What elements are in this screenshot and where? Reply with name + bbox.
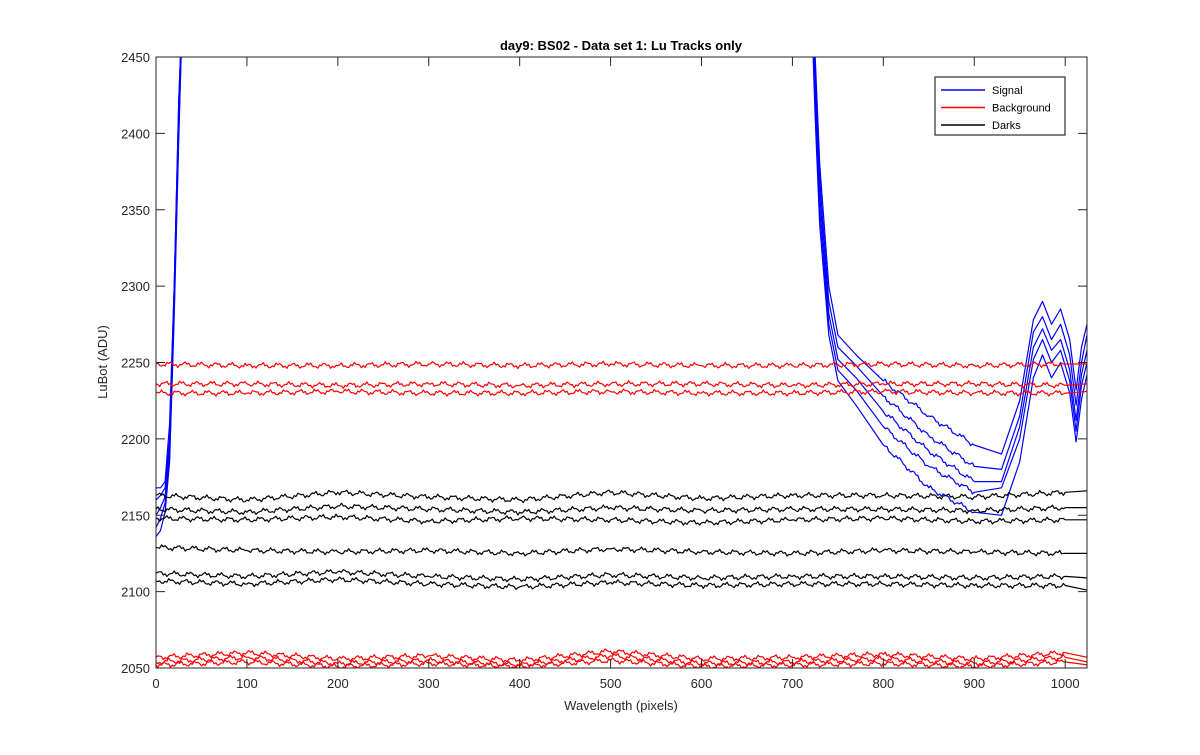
plot-area (156, 57, 1087, 668)
series-line-background-7 (156, 388, 1087, 397)
x-tick-label: 0 (152, 676, 159, 691)
x-tick-label: 700 (782, 676, 804, 691)
series-line-darks-16 (156, 576, 1087, 591)
y-tick-label: 2200 (121, 432, 150, 447)
series-line-background-5 (156, 360, 1087, 370)
y-tick-label: 2350 (121, 203, 150, 218)
y-tick-label: 2400 (121, 126, 150, 141)
legend-label-darks: Darks (992, 120, 1021, 132)
y-tick-label: 2150 (121, 508, 150, 523)
x-tick-label: 300 (418, 676, 440, 691)
legend-label-background: Background (992, 103, 1051, 115)
y-tick-label: 2250 (121, 356, 150, 371)
x-tick-label: 200 (327, 676, 349, 691)
x-tick-label: 400 (509, 676, 531, 691)
series-line-darks-11 (156, 489, 1087, 504)
x-tick-label: 100 (236, 676, 258, 691)
x-tick-label: 600 (691, 676, 713, 691)
series-line-darks-15 (156, 569, 1087, 583)
series-line-background-8 (156, 648, 1087, 663)
y-tick-label: 2050 (121, 661, 150, 676)
series-line-background-10 (156, 657, 1087, 668)
y-axis-title: LuBot (ADU) (95, 325, 110, 399)
x-tick-label: 800 (872, 676, 894, 691)
y-tick-label: 2100 (121, 585, 150, 600)
legend: Signal Background Darks (934, 76, 1066, 136)
y-tick-label: 2300 (121, 279, 150, 294)
series-line-darks-13 (156, 513, 1087, 526)
series-line-background-9 (156, 653, 1087, 668)
series-line-darks-14 (156, 544, 1087, 557)
legend-label-signal: Signal (992, 85, 1023, 97)
series-line-darks-12 (156, 502, 1087, 516)
chart-title: day9: BS02 - Data set 1: Lu Tracks only (500, 38, 743, 53)
x-tick-label: 500 (600, 676, 622, 691)
x-tick-label: 1000 (1051, 676, 1080, 691)
series-group (156, 57, 1087, 668)
x-axis-title: Wavelength (pixels) (564, 698, 678, 713)
y-tick-label: 2450 (121, 50, 150, 65)
x-tick-label: 900 (963, 676, 985, 691)
series-line-background-6 (156, 380, 1087, 389)
